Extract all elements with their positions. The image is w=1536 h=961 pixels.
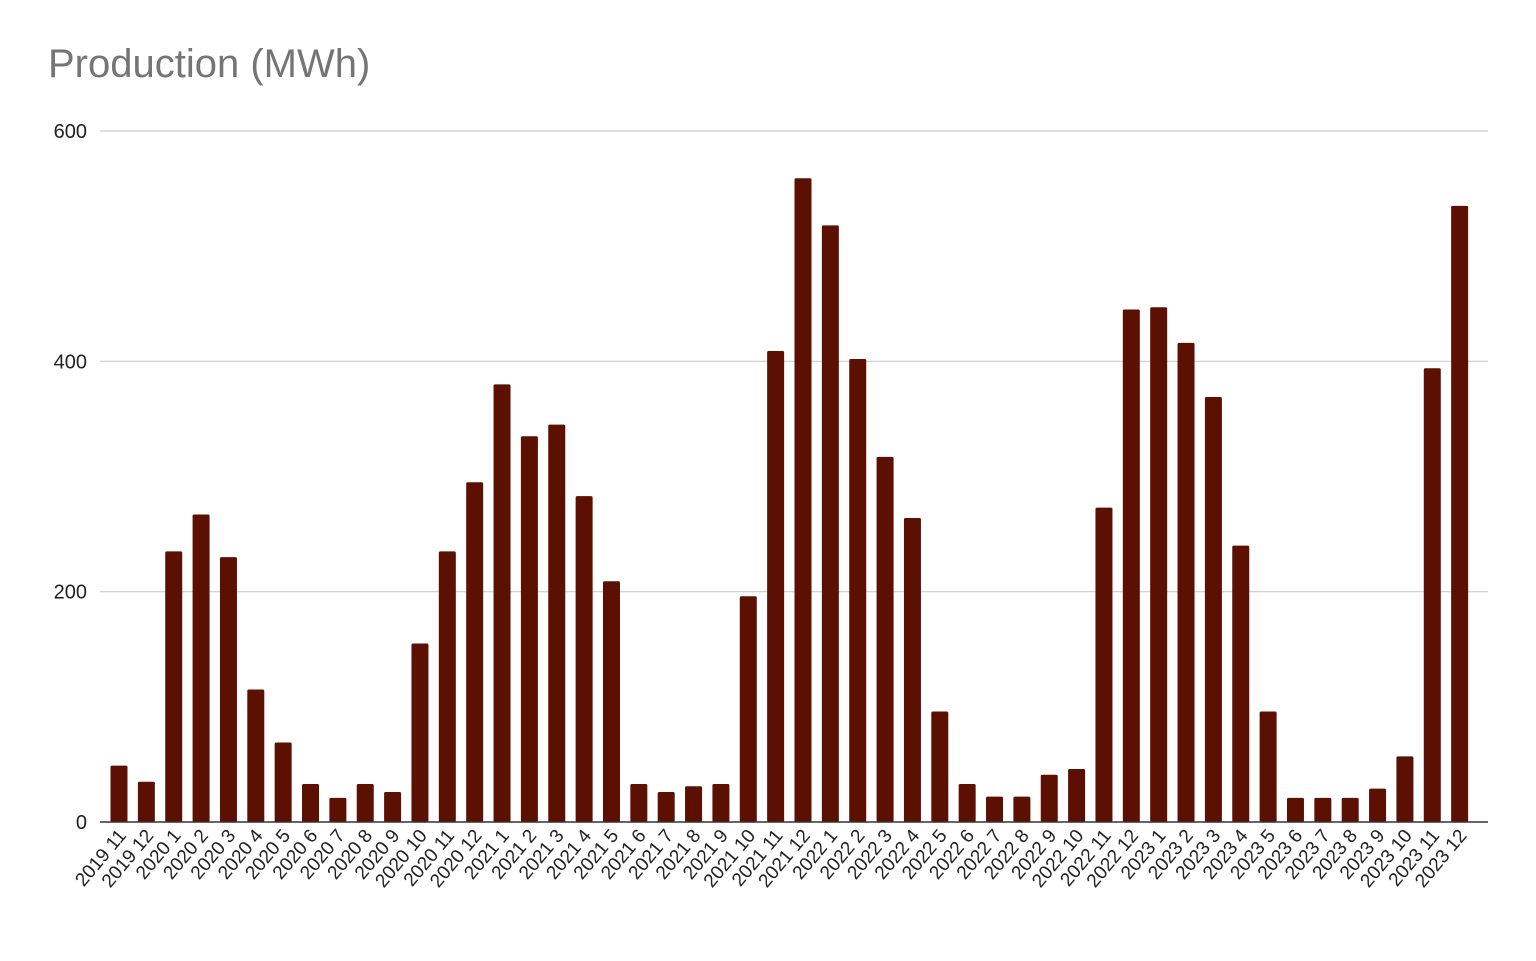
bar: [767, 350, 785, 822]
bar: [1396, 756, 1414, 822]
bar: [219, 557, 237, 822]
bar: [192, 514, 210, 822]
bar: [1259, 711, 1277, 822]
bar: [602, 581, 620, 822]
bar: [1040, 774, 1058, 822]
bar: [1068, 769, 1086, 822]
bar: [657, 792, 675, 822]
bar: [466, 482, 484, 822]
bar: [247, 689, 265, 822]
bar: [329, 797, 347, 822]
bar: [384, 792, 402, 822]
bar: [1122, 309, 1140, 823]
bar: [1369, 788, 1387, 822]
bar: [903, 517, 921, 822]
bar: [958, 783, 976, 822]
bar: [110, 765, 128, 822]
bar: [712, 783, 730, 822]
bar: [630, 783, 648, 822]
bar: [739, 596, 757, 822]
bar: [1286, 797, 1304, 822]
bar: [876, 456, 894, 822]
bar: [794, 178, 812, 823]
bar: [302, 783, 320, 822]
bar: [1177, 342, 1195, 822]
chart-title: Production (MWh): [48, 42, 371, 86]
bar: [1314, 797, 1332, 822]
bar: [548, 424, 566, 822]
bar: [1095, 507, 1113, 822]
bar: [1341, 797, 1359, 822]
bar: [520, 436, 538, 822]
bar: [493, 384, 511, 822]
y-tick-label: 400: [54, 351, 87, 373]
y-tick-label: 0: [76, 812, 87, 834]
bar: [685, 786, 703, 822]
bar: [438, 551, 456, 822]
bar: [575, 496, 593, 822]
bar: [931, 711, 949, 822]
bar: [1204, 397, 1222, 822]
bar: [821, 225, 839, 823]
bar: [1232, 545, 1250, 822]
bar: [165, 551, 183, 822]
bar: [411, 643, 429, 822]
bar: [849, 359, 867, 822]
y-tick-label: 600: [54, 121, 87, 143]
bar: [1150, 307, 1168, 823]
bar: [1013, 796, 1031, 822]
bar: [986, 796, 1004, 822]
bar: [1451, 205, 1469, 822]
bar: [137, 781, 155, 822]
y-tick-label: 200: [54, 582, 87, 604]
bar: [356, 783, 374, 822]
bar: [1423, 368, 1441, 822]
bar: [274, 742, 292, 822]
